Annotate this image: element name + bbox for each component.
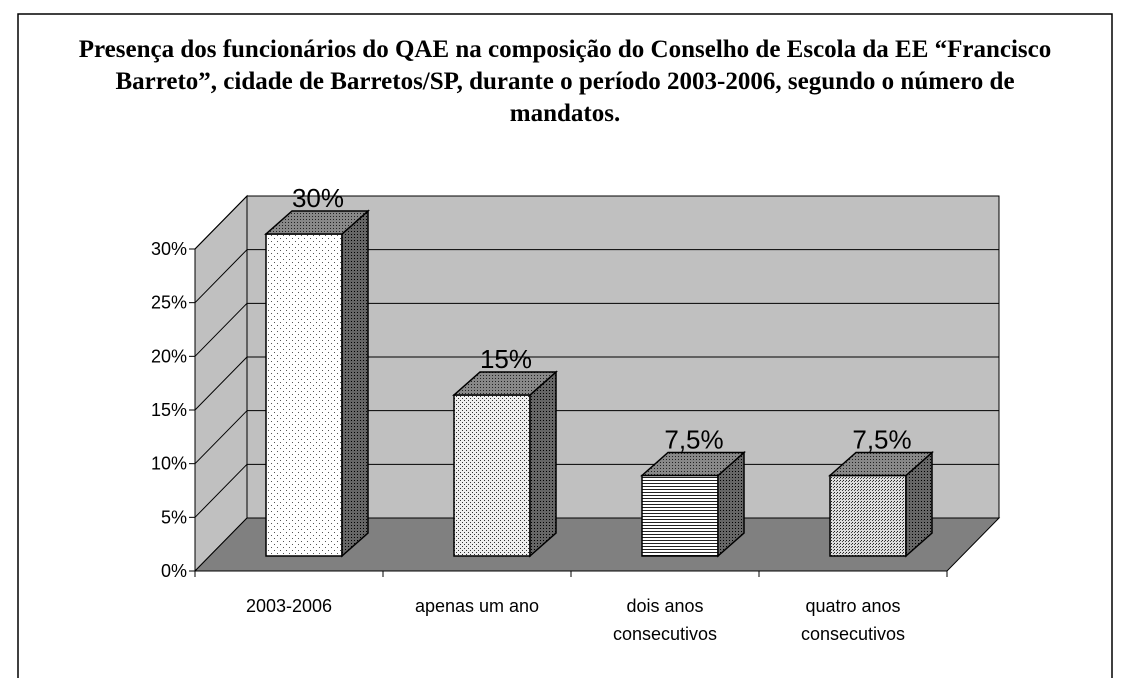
y-tick-label: 0%: [161, 561, 187, 581]
frame: [17, 13, 1113, 678]
y-tick-label: 20%: [151, 346, 187, 366]
bar: [828, 450, 934, 558]
bar-top: [640, 451, 746, 477]
bar: [264, 209, 370, 558]
bar-side: [341, 209, 369, 558]
value-label: 7,5%: [852, 425, 911, 455]
y-tick-label: 10%: [151, 454, 187, 474]
value-label: 15%: [480, 344, 532, 374]
x-tick-label: dois anos consecutivos: [612, 596, 718, 644]
x-tick-label: apenas um ano: [414, 596, 540, 616]
bar-front: [453, 394, 531, 557]
y-tick-label: 30%: [151, 239, 187, 259]
bar: [452, 370, 558, 558]
y-tick-label: 5%: [161, 507, 187, 527]
bar-top: [264, 210, 370, 235]
chart-title: Presença dos funcionários do QAE na comp…: [78, 36, 1052, 127]
bar-top: [828, 451, 934, 477]
bar-front: [641, 474, 719, 557]
grid-line: [194, 356, 248, 411]
grid-line: [194, 249, 248, 304]
y-tick-label: 15%: [151, 400, 187, 420]
x-tick-label: quatro anos consecutivos: [800, 596, 906, 644]
bar-side: [529, 370, 557, 558]
value-label: 30%: [292, 183, 344, 213]
bar-top: [452, 371, 558, 396]
grid-line: [194, 463, 248, 518]
value-label: 7,5%: [664, 425, 723, 455]
x-tick-label: 2003-2006: [245, 596, 333, 616]
grid-line: [194, 410, 248, 465]
bar-front: [829, 474, 907, 557]
bar: [640, 450, 746, 558]
grid-line: [194, 195, 248, 250]
y-tick-label: 25%: [151, 293, 187, 313]
grid-line: [194, 302, 248, 357]
bar-front: [265, 233, 343, 557]
